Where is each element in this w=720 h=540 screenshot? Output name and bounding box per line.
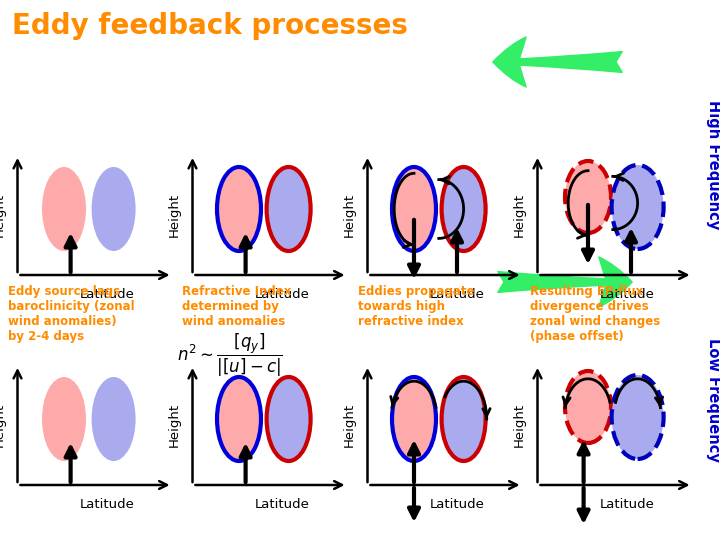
Text: Height: Height [0,193,6,237]
Ellipse shape [266,167,310,251]
Ellipse shape [91,167,135,251]
Text: Height: Height [168,403,181,447]
Ellipse shape [441,377,485,461]
Ellipse shape [392,377,436,461]
Text: Latitude: Latitude [430,288,485,301]
Ellipse shape [42,167,86,251]
Text: Height: Height [343,403,356,447]
Text: Eddies propagate
towards high
refractive index: Eddies propagate towards high refractive… [358,285,474,328]
Text: Low Frequency: Low Frequency [706,338,720,462]
Ellipse shape [266,377,310,461]
Ellipse shape [217,167,261,251]
Text: Latitude: Latitude [600,498,654,511]
Text: Height: Height [0,403,6,447]
Text: Latitude: Latitude [255,498,310,511]
Text: Latitude: Latitude [255,288,310,301]
Text: Height: Height [513,403,526,447]
Ellipse shape [611,165,664,249]
Ellipse shape [565,371,611,443]
Ellipse shape [91,377,135,461]
Text: Height: Height [513,193,526,237]
Text: $n^2 \sim \dfrac{[q_y]}{|[u]-c|}$: $n^2 \sim \dfrac{[q_y]}{|[u]-c|}$ [177,332,283,379]
Ellipse shape [392,167,436,251]
Text: Latitude: Latitude [80,498,135,511]
Text: Height: Height [168,193,181,237]
Text: Eddy source lags
baroclinicity (zonal
wind anomalies)
by 2-4 days: Eddy source lags baroclinicity (zonal wi… [8,285,135,343]
Ellipse shape [611,375,664,459]
Text: High Frequency: High Frequency [706,100,720,230]
Text: Height: Height [343,193,356,237]
Text: Latitude: Latitude [430,498,485,511]
Text: Resulting EP-flux
divergence drives
zonal wind changes
(phase offset): Resulting EP-flux divergence drives zona… [530,285,660,343]
Ellipse shape [42,377,86,461]
Ellipse shape [441,167,485,251]
Text: Eddy feedback processes: Eddy feedback processes [12,12,408,40]
Text: Latitude: Latitude [80,288,135,301]
Ellipse shape [565,161,611,233]
Text: Latitude: Latitude [600,288,654,301]
Ellipse shape [217,377,261,461]
Text: Refractive Index
determined by
wind anomalies: Refractive Index determined by wind anom… [182,285,292,328]
